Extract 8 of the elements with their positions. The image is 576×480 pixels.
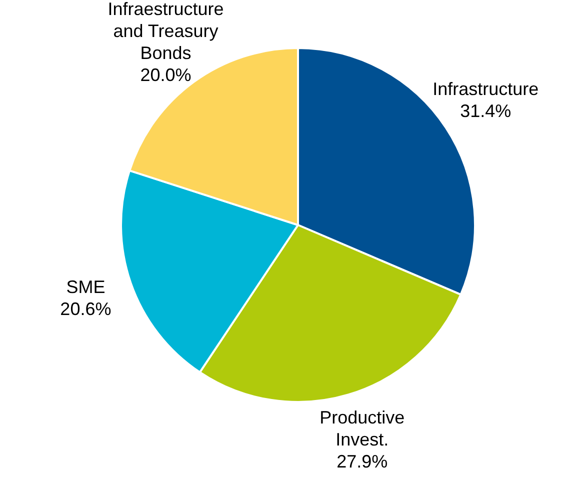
data-label: 31.4% [460, 101, 512, 122]
slice-label: SME [66, 276, 106, 297]
data-label: 20.0% [140, 65, 192, 86]
data-label: 20.6% [60, 298, 112, 319]
slice-label: Infraestructure and Treasury Bonds [108, 0, 224, 64]
slice-label: Productive Invest. [320, 407, 405, 450]
data-label: 27.9% [336, 451, 388, 472]
slice-label: Infrastructure [432, 79, 539, 100]
